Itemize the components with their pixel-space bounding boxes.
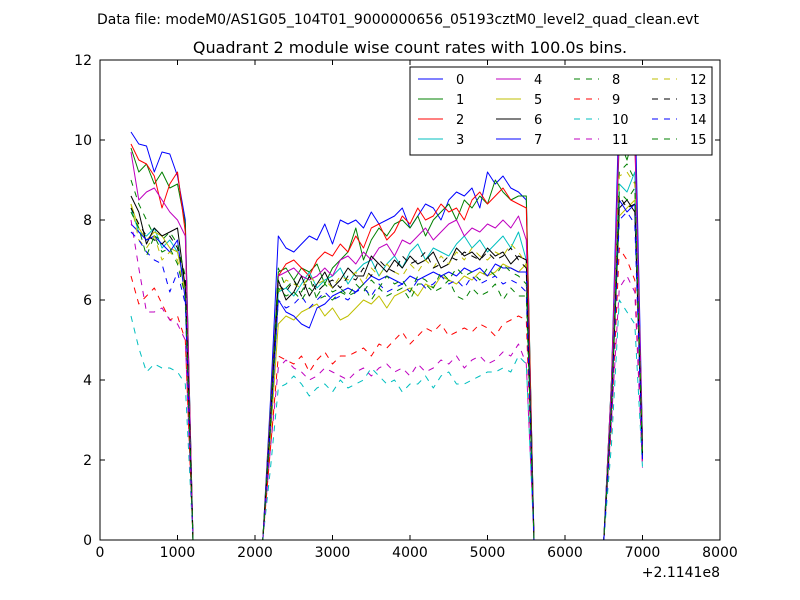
legend-label-4: 4 [534, 73, 542, 88]
x-tick-label: 2000 [237, 545, 273, 561]
y-tick-label: 6 [83, 293, 92, 309]
legend-label-13: 13 [690, 93, 707, 108]
x-tick-label: 5000 [470, 545, 506, 561]
legend-label-14: 14 [690, 113, 707, 128]
x-tick-label: 1000 [160, 545, 196, 561]
legend-label-7: 7 [534, 133, 542, 148]
legend-box [409, 66, 713, 156]
series-line-12 [130, 171, 643, 541]
x-tick-label: 0 [96, 545, 105, 561]
x-tick-label: 6000 [547, 545, 583, 561]
legend-label-5: 5 [534, 93, 542, 108]
series-line-14 [130, 211, 643, 541]
x-tick-label: 7000 [625, 545, 661, 561]
y-tick-label: 4 [83, 373, 92, 389]
x-axis-offset-label: +2.1141e8 [642, 565, 720, 581]
legend-label-10: 10 [612, 113, 629, 128]
legend-label-2: 2 [456, 113, 464, 128]
legend-label-3: 3 [456, 133, 464, 148]
x-tick-label: 3000 [315, 545, 351, 561]
legend-label-9: 9 [612, 93, 620, 108]
series-line-13 [130, 195, 643, 541]
legend-label-8: 8 [612, 73, 620, 88]
x-tick-label: 4000 [392, 545, 428, 561]
legend-label-15: 15 [690, 133, 707, 148]
chart-title: Quadrant 2 module wise count rates with … [193, 38, 627, 57]
legend-label-11: 11 [612, 133, 629, 148]
legend-label-1: 1 [456, 93, 464, 108]
figure-suptitle: Data file: modeM0/AS1G05_104T01_90000006… [97, 12, 699, 28]
y-tick-label: 0 [83, 533, 92, 549]
y-tick-label: 10 [74, 133, 92, 149]
legend-label-0: 0 [456, 73, 464, 88]
x-axis: 0 1000 2000 3000 4000 5000 6000 7000 8000 [96, 60, 738, 561]
y-tick-label: 8 [83, 213, 92, 229]
y-tick-label: 2 [83, 453, 92, 469]
legend-label-6: 6 [534, 113, 542, 128]
x-tick-label: 8000 [702, 545, 738, 561]
y-tick-label: 12 [74, 53, 92, 69]
legend-label-12: 12 [690, 73, 707, 88]
